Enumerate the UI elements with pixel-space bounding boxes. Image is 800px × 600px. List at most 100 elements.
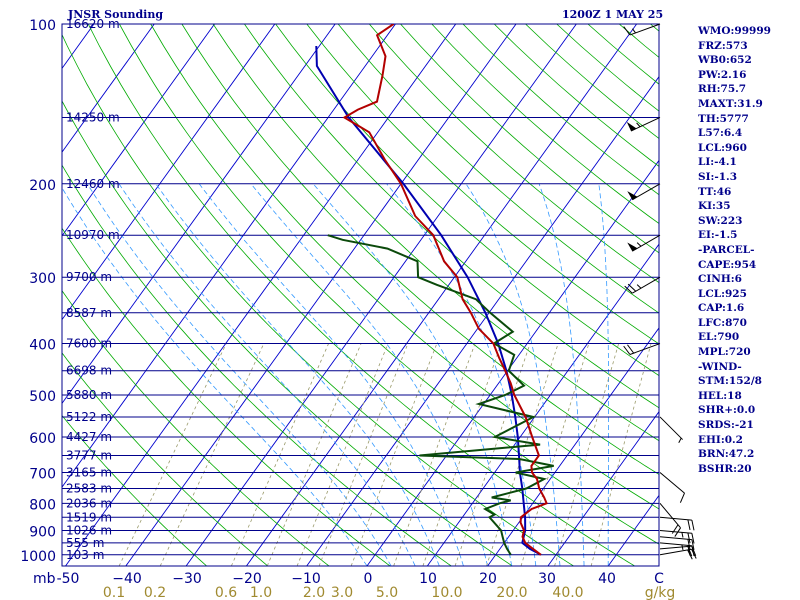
index-value: EL:790: [698, 331, 740, 344]
index-value: SRDS:-21: [698, 419, 754, 432]
mixing-ratio-tick-label: 0.6: [215, 585, 237, 600]
wind-barb-half-feather: [681, 532, 684, 538]
height-label: 4427 m: [66, 430, 112, 444]
dry-adiabat: [87, 24, 635, 566]
pressure-tick-label: 700: [29, 467, 56, 483]
temperature-tick-label: 30: [538, 571, 556, 587]
height-labels: 16620 m 14250 m 12460 m 10970 m 9700 m 8587 m…: [66, 17, 120, 562]
mixing-ratio-line: [266, 343, 362, 566]
dry-adiabat: [62, 227, 391, 566]
index-value: WB0:652: [698, 54, 752, 67]
wind-barb-feather: [687, 545, 691, 556]
plot-frame: [61, 23, 660, 567]
height-label: 14250 m: [66, 110, 120, 124]
moist-adiabat: [155, 183, 440, 566]
pressure-tick-label: 200: [29, 178, 56, 194]
wind-barb-feather: [691, 545, 695, 557]
wind-barb-feather: [679, 492, 685, 503]
index-value: MAXT:31.9: [698, 97, 763, 110]
dry-adiabat: [119, 24, 659, 545]
isotherm-line: [0, 24, 34, 566]
temperature-tick-label: 20: [479, 571, 497, 587]
wind-barb-half-feather: [636, 242, 642, 247]
wind-barb-feather: [624, 285, 633, 294]
wind-barb-feather: [623, 26, 631, 36]
moist-adiabat: [465, 183, 561, 566]
dewpoint-line: [327, 234, 554, 556]
isotherm-line: [62, 24, 215, 237]
isotherm-line: [366, 159, 659, 566]
wind-barb: [623, 23, 661, 36]
pressure-tick-label: 100: [29, 18, 56, 34]
index-value: BRN:47.2: [698, 448, 755, 461]
moist-adiabat: [118, 183, 416, 566]
index-value: LCL:960: [698, 141, 747, 154]
mixing-ratio-tick-label: 5.0: [376, 585, 398, 600]
wind-barb-pennant: [627, 191, 638, 200]
height-label: 555 m: [66, 536, 104, 550]
mixing-ratio-tick-label: 20.0: [496, 585, 527, 600]
chart-title: JNSR Sounding: [68, 8, 164, 21]
index-value: TT:46: [698, 185, 732, 198]
index-value: LFC:870: [698, 316, 747, 329]
temperature-tick-label: −20: [232, 571, 262, 587]
dry-adiabat: [368, 24, 659, 284]
wind-barb-staff: [632, 276, 661, 294]
temperature-line: [342, 24, 548, 556]
parcel-line: [315, 45, 542, 556]
mixing-ratio-tick-label: 0.2: [144, 585, 166, 600]
moist-adiabat: [198, 183, 464, 566]
moist-adiabat: [86, 183, 392, 566]
chart-timestamp: 1200Z 1 MAY 25: [562, 8, 664, 21]
index-value: -PARCEL-: [698, 243, 755, 256]
index-value: KI:35: [698, 200, 731, 213]
wind-barb-feather: [687, 532, 691, 544]
height-label: 6698 m: [66, 364, 112, 378]
index-value: L57:6.4: [698, 127, 743, 140]
wind-barb-feather: [687, 539, 691, 550]
wind-barb: [659, 472, 685, 503]
isotherm-line: [62, 24, 155, 153]
wind-barb: [626, 117, 661, 132]
height-label: 16620 m: [66, 17, 120, 31]
dry-adiabat: [150, 24, 659, 510]
mixing-ratio-line: [296, 343, 389, 566]
isotherm-line: [125, 24, 517, 566]
pressure-tick-label: 600: [29, 431, 56, 447]
wind-barb-half-feather: [678, 437, 682, 443]
isotherm-line: [426, 243, 659, 566]
dry-adiabat: [306, 24, 659, 345]
dry-adiabat: [62, 164, 452, 566]
wind-barb: [627, 234, 661, 252]
wind-barb-half-feather: [636, 122, 641, 128]
wind-barb-staff: [659, 542, 692, 547]
isotherm-line: [62, 24, 276, 321]
moist-adiabat: [62, 187, 368, 566]
wind-barb-staff: [659, 548, 692, 556]
dry-adiabat: [400, 24, 659, 254]
isotherm-line: [62, 24, 396, 488]
temperature-tick-label: 0: [364, 571, 373, 587]
wind-barb-staff: [632, 234, 661, 252]
dry-adiabat: [275, 24, 659, 377]
index-value: CINH:6: [698, 273, 742, 286]
dry-adiabat: [62, 33, 574, 566]
wind-barb: [659, 536, 695, 550]
pressure-unit-label: mb: [33, 571, 56, 587]
mixing-ratio-tick-label: 3.0: [331, 585, 353, 600]
height-label: 2036 m: [66, 496, 112, 510]
height-label: 10970 m: [66, 228, 120, 242]
mixing-ratio-tick-label: g/kg: [645, 585, 676, 600]
wind-barb-staff: [659, 472, 685, 494]
wind-barb-staff: [659, 536, 692, 541]
index-value: HEL:18: [698, 389, 742, 402]
wind-barb: [659, 542, 695, 557]
wind-barb-feather: [671, 524, 679, 534]
mixing-ratio-tick-label: 2.0: [303, 585, 325, 600]
height-label: 5880 m: [66, 388, 112, 402]
index-value: EI:-1.5: [698, 229, 738, 242]
sounding-series: [315, 24, 554, 556]
index-value: PW:2.16: [698, 68, 747, 81]
height-label: 1026 m: [66, 523, 112, 537]
mixing-ratio-tick-label: 40.0: [552, 585, 583, 600]
